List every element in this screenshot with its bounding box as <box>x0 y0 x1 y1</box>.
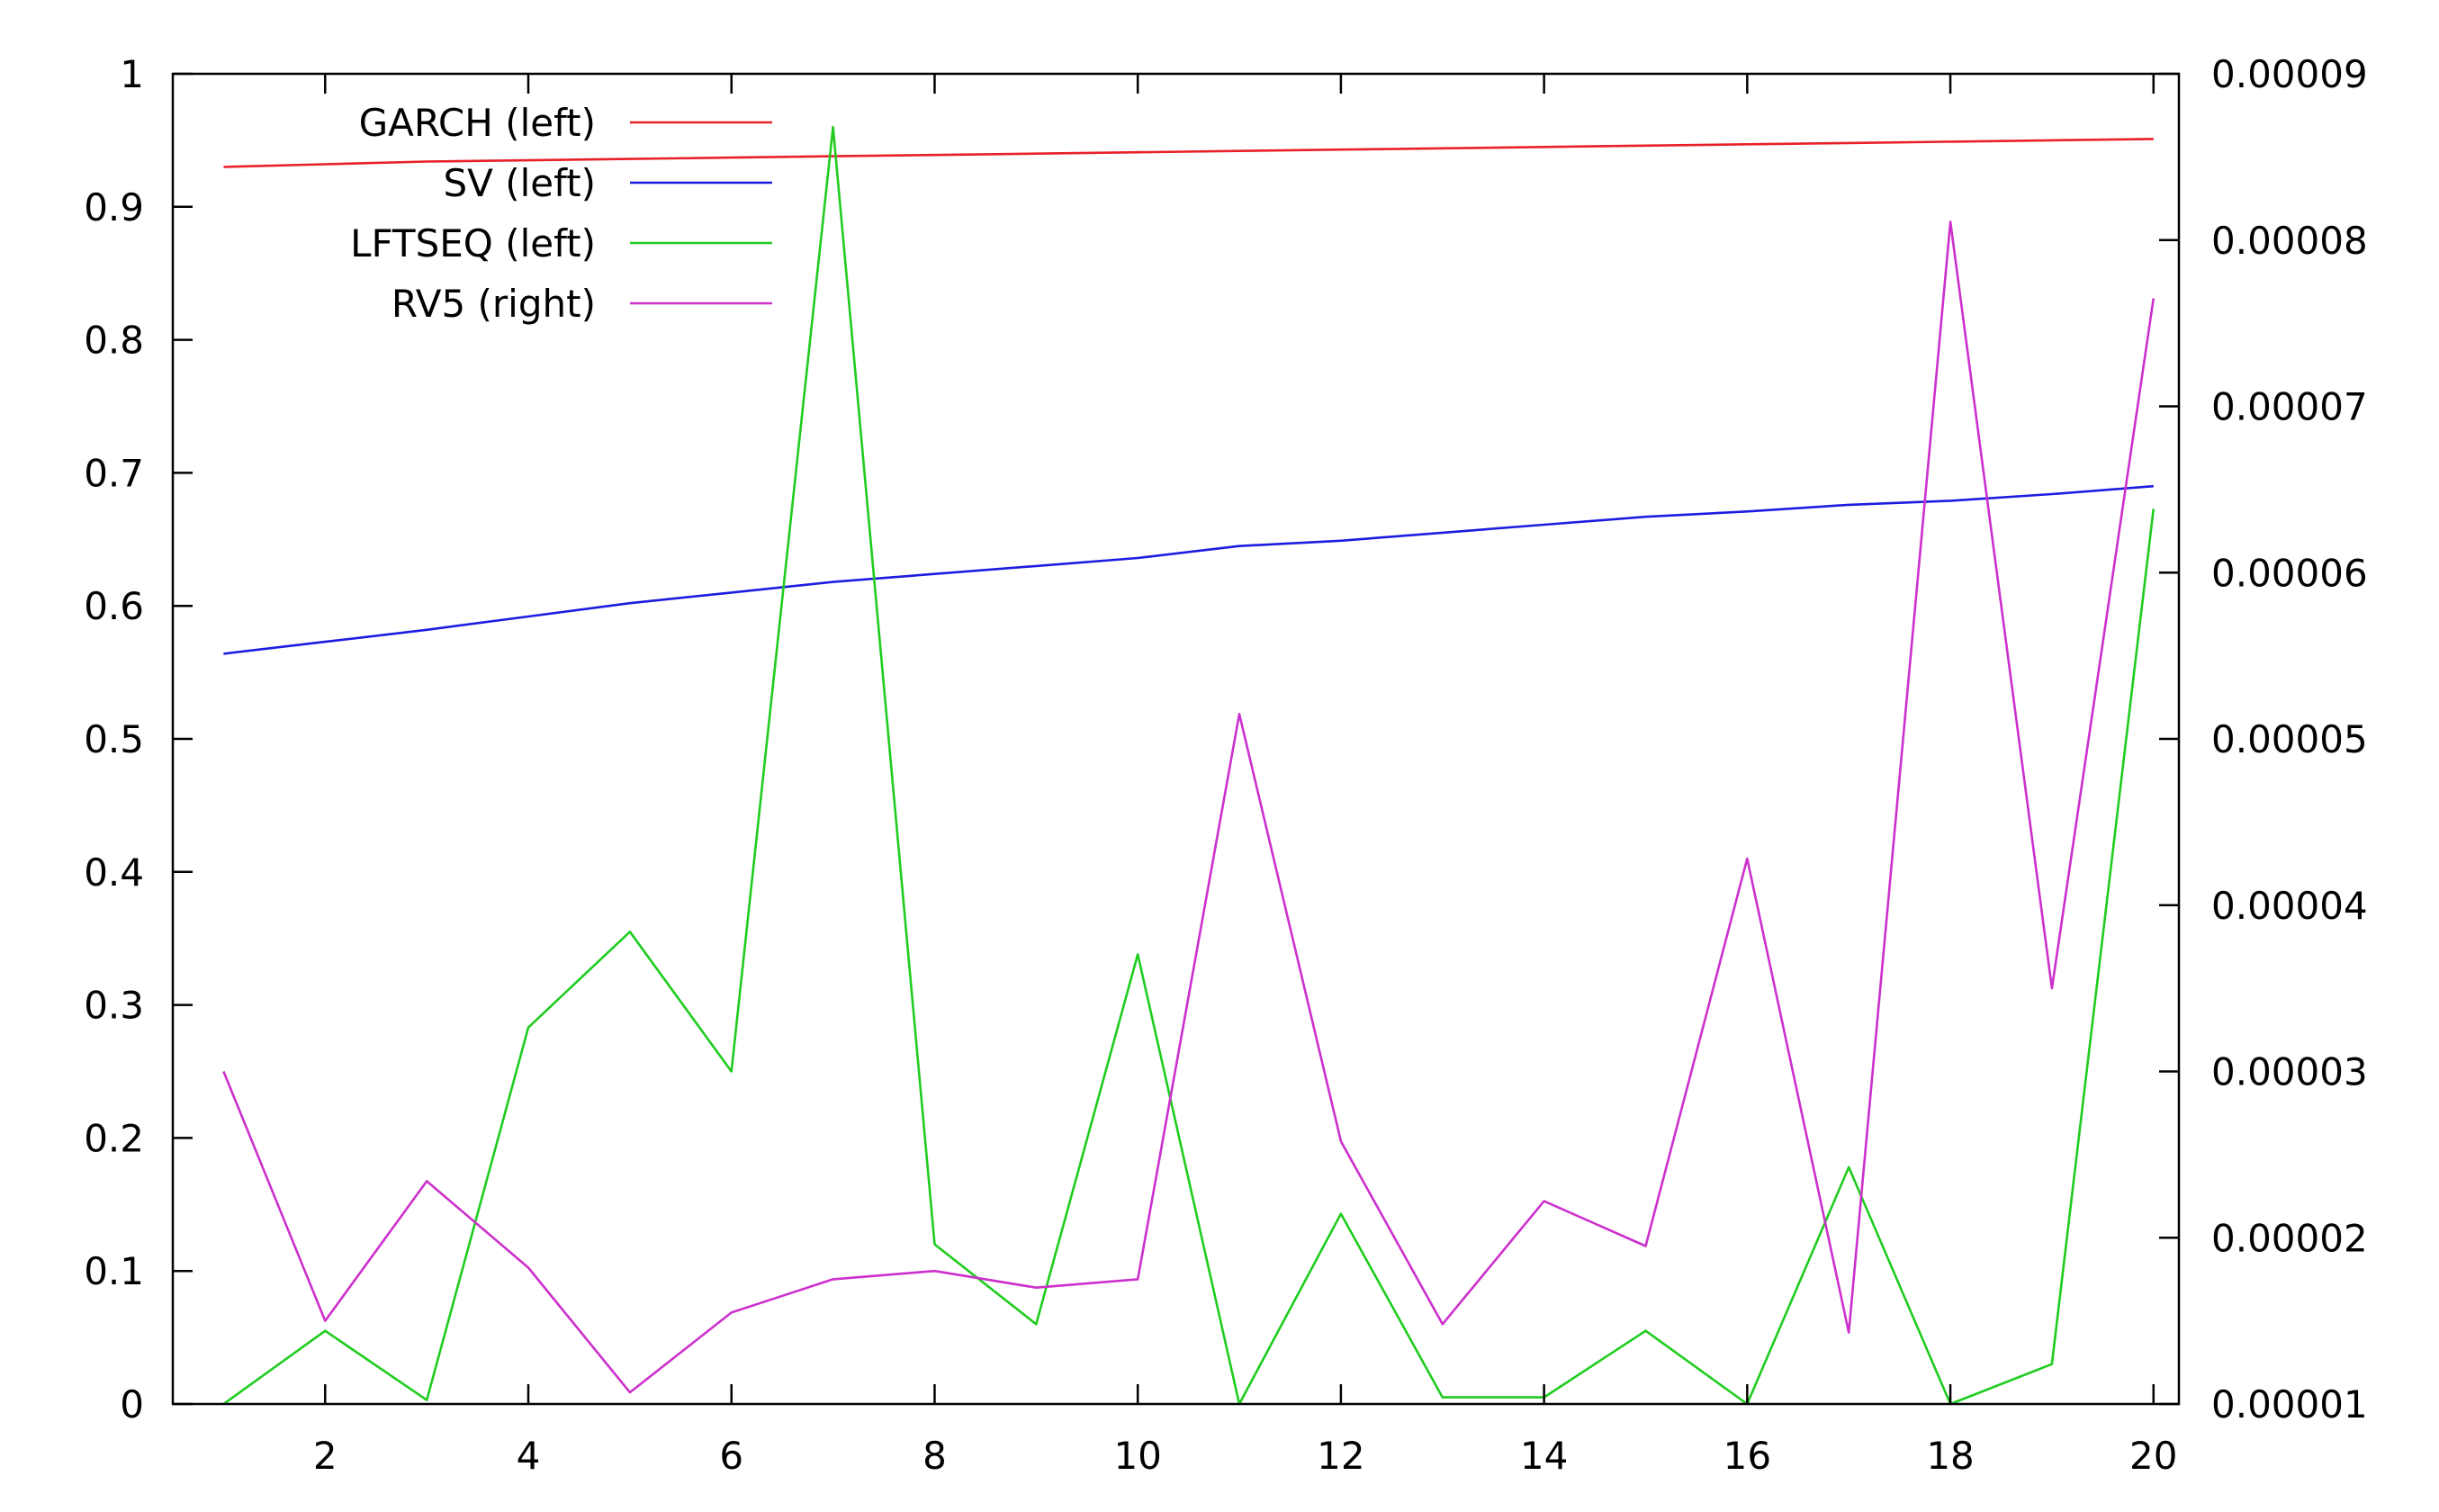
y2-tick-label: 0.00006 <box>2211 551 2368 595</box>
y-tick-label: 1 <box>120 52 144 96</box>
series-line-garch-left <box>223 138 2154 168</box>
y-tick-label: 0.4 <box>84 850 144 895</box>
legend-label-rv5-right: RV5 (right) <box>392 282 596 326</box>
y2-tick-label: 0.00007 <box>2211 385 2368 429</box>
y-tick-label: 0.5 <box>84 717 144 761</box>
y-tick-label: 0.8 <box>84 319 144 363</box>
y2-tick-label: 0.00002 <box>2211 1216 2368 1260</box>
legend: GARCH (left) SV (left) LFTSEQ (left) RV5 (r… <box>350 101 772 326</box>
x-tick-label: 20 <box>2129 1434 2177 1478</box>
x-tick-label: 14 <box>1520 1434 1568 1478</box>
y-tick-label: 0.9 <box>84 185 144 230</box>
y2-tick-label: 0.00008 <box>2211 219 2368 263</box>
x-tick-label: 2 <box>313 1434 338 1478</box>
y2-tick-label: 0.00004 <box>2211 884 2368 928</box>
legend-label-lftseq-left: LFTSEQ (left) <box>350 221 596 266</box>
y-tick-label: 0 <box>120 1382 144 1426</box>
y-tick-label: 0.2 <box>84 1116 144 1160</box>
series-line-sv-left <box>223 484 2154 655</box>
y2-tick-label: 0.00005 <box>2211 717 2368 761</box>
x-tick-label: 10 <box>1113 1434 1161 1478</box>
series-layer <box>222 125 2156 1406</box>
legend-label-garch-left: GARCH (left) <box>359 101 596 145</box>
y-tick-label: 0.3 <box>84 984 144 1028</box>
x-tick-label: 8 <box>922 1434 947 1478</box>
y-tick-label: 0.7 <box>84 451 144 495</box>
y-tick-label: 0.6 <box>84 584 144 628</box>
x-tick-label: 12 <box>1317 1434 1364 1478</box>
x-tick-label: 6 <box>719 1434 743 1478</box>
x-tick-label: 16 <box>1724 1434 1771 1478</box>
series-line-lftseq-left <box>222 125 2156 1406</box>
y2-tick-label: 0.00001 <box>2211 1382 2368 1426</box>
y2-tick-label: 0.00009 <box>2211 52 2368 96</box>
ticks-layer: 2 4 6 8 10 12 14 16 18 20 0 0.1 0.2 0.3 0.4 0.5 0.6 0.7 0.… <box>84 52 2367 1478</box>
y2-tick-label: 0.00003 <box>2211 1050 2368 1094</box>
series-line-rv5-right <box>222 220 2156 1394</box>
x-tick-label: 18 <box>1926 1434 1974 1478</box>
legend-label-sv-left: SV (left) <box>443 161 596 205</box>
x-tick-label: 4 <box>517 1434 541 1478</box>
y-tick-label: 0.1 <box>84 1249 144 1293</box>
plot-frame <box>171 72 2181 1406</box>
